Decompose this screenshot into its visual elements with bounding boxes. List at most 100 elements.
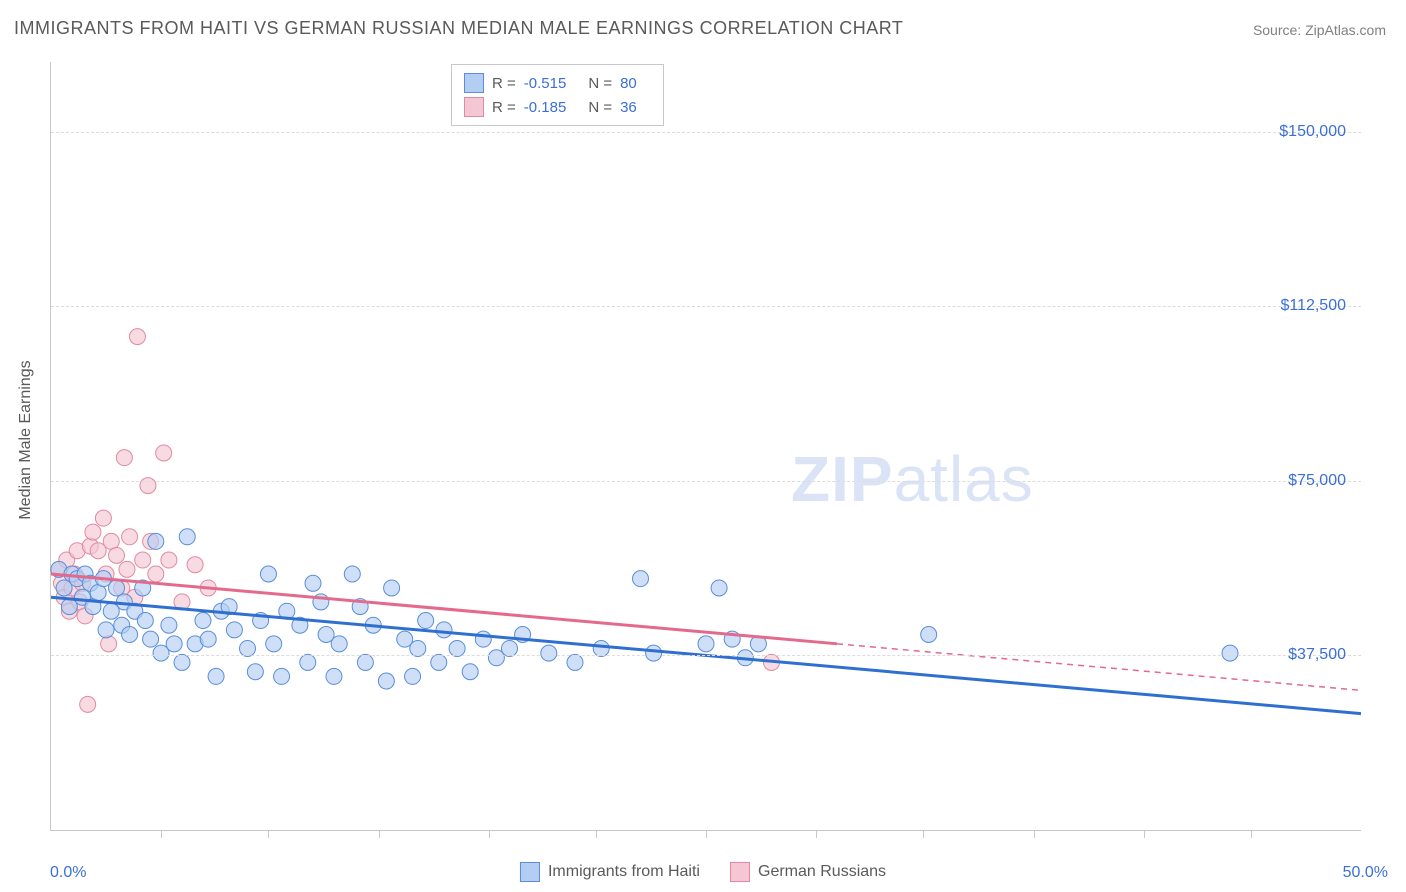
trend2-dashed xyxy=(837,644,1361,691)
series1-point xyxy=(200,631,216,647)
n-value: 36 xyxy=(620,99,637,116)
series1-point xyxy=(122,627,138,643)
series2-point xyxy=(95,510,111,526)
legend-swatch xyxy=(464,97,484,117)
legend-item: Immigrants from Haiti xyxy=(520,862,700,882)
series1-point xyxy=(226,622,242,638)
x-tick xyxy=(161,830,162,838)
series2-point xyxy=(129,329,145,345)
y-tick-label: $112,500 xyxy=(1280,297,1346,315)
y-tick-label: $75,000 xyxy=(1288,472,1346,490)
series1-point xyxy=(331,636,347,652)
x-tick xyxy=(489,830,490,838)
series1-point xyxy=(410,640,426,656)
series1-point xyxy=(541,645,557,661)
series1-point xyxy=(431,654,447,670)
series1-point xyxy=(502,640,518,656)
series2-point xyxy=(101,636,117,652)
series1-point xyxy=(921,627,937,643)
series1-point xyxy=(166,636,182,652)
series1-point xyxy=(274,668,290,684)
series1-point xyxy=(462,664,478,680)
gridline xyxy=(51,132,1361,133)
series1-point xyxy=(711,580,727,596)
x-tick xyxy=(379,830,380,838)
series2-point xyxy=(161,552,177,568)
series1-point xyxy=(567,654,583,670)
series1-point xyxy=(418,613,434,629)
series2-point xyxy=(85,524,101,540)
plot-area: ZIPatlas R =-0.515N =80R =-0.185N =36 $3… xyxy=(50,62,1361,831)
gridline xyxy=(51,655,1361,656)
series1-point xyxy=(240,640,256,656)
source-label: Source: ZipAtlas.com xyxy=(1253,22,1386,38)
r-value: -0.515 xyxy=(524,75,567,92)
series1-point xyxy=(344,566,360,582)
series2-point xyxy=(109,547,125,563)
y-tick-label: $150,000 xyxy=(1279,123,1346,141)
plot-svg xyxy=(51,62,1361,830)
r-label: R = xyxy=(492,75,516,92)
series1-point xyxy=(137,613,153,629)
y-tick-label: $37,500 xyxy=(1288,646,1346,664)
x-tick xyxy=(1034,830,1035,838)
series1-point xyxy=(161,617,177,633)
x-tick xyxy=(1251,830,1252,838)
x-tick xyxy=(706,830,707,838)
series1-point xyxy=(148,533,164,549)
legend-stats: R =-0.515N =80R =-0.185N =36 xyxy=(451,64,664,126)
series2-point xyxy=(119,561,135,577)
series1-point xyxy=(143,631,159,647)
series2-point xyxy=(80,696,96,712)
series1-point xyxy=(405,668,421,684)
n-label: N = xyxy=(588,75,612,92)
legend-bottom: Immigrants from Haiti German Russians xyxy=(520,862,886,882)
series1-point xyxy=(475,631,491,647)
legend-stat-row: R = -0.185 N = 36 xyxy=(464,95,651,119)
series1-point xyxy=(109,580,125,596)
series1-point xyxy=(179,529,195,545)
series1-point xyxy=(449,640,465,656)
series1-point xyxy=(98,622,114,638)
legend-swatch xyxy=(464,73,484,93)
x-tick xyxy=(923,830,924,838)
x-tick xyxy=(268,830,269,838)
series1-point xyxy=(1222,645,1238,661)
n-label: N = xyxy=(588,99,612,116)
series1-point xyxy=(247,664,263,680)
x-axis-min-label: 0.0% xyxy=(50,864,86,882)
x-axis-max-label: 50.0% xyxy=(1343,864,1388,882)
gridline xyxy=(51,481,1361,482)
series2-point xyxy=(122,529,138,545)
gridline xyxy=(51,306,1361,307)
legend-stat-row: R =-0.515N =80 xyxy=(464,71,651,95)
r-label: R = xyxy=(492,99,516,116)
series1-point xyxy=(195,613,211,629)
legend-label: German Russians xyxy=(758,863,886,881)
series1-point xyxy=(326,668,342,684)
legend-label: Immigrants from Haiti xyxy=(548,863,700,881)
series1-point xyxy=(378,673,394,689)
r-value: -0.185 xyxy=(524,99,567,116)
series2-point xyxy=(187,557,203,573)
series1-point xyxy=(208,668,224,684)
series2-point xyxy=(135,552,151,568)
series1-point xyxy=(300,654,316,670)
series1-point xyxy=(593,640,609,656)
legend-item: German Russians xyxy=(730,862,886,882)
series2-point xyxy=(148,566,164,582)
y-axis-title: Median Male Earnings xyxy=(17,360,35,519)
series1-point xyxy=(174,654,190,670)
series2-point xyxy=(116,450,132,466)
series1-point xyxy=(305,575,321,591)
series1-point xyxy=(633,571,649,587)
series1-point xyxy=(384,580,400,596)
chart-title: IMMIGRANTS FROM HAITI VS GERMAN RUSSIAN … xyxy=(14,18,903,39)
x-tick xyxy=(1144,830,1145,838)
series1-point xyxy=(698,636,714,652)
series1-point xyxy=(260,566,276,582)
x-tick xyxy=(596,830,597,838)
legend-swatch xyxy=(520,862,540,882)
series1-point xyxy=(436,622,452,638)
chart-container: IMMIGRANTS FROM HAITI VS GERMAN RUSSIAN … xyxy=(0,0,1406,892)
